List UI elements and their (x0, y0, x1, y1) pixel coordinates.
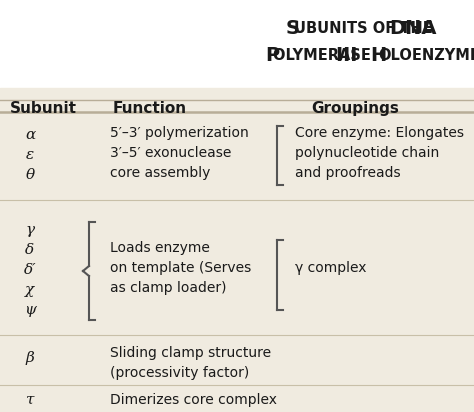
Text: Function: Function (113, 101, 187, 115)
Text: UBUNITS OF THE: UBUNITS OF THE (294, 21, 438, 35)
Text: θ: θ (26, 168, 35, 182)
Text: Sliding clamp structure: Sliding clamp structure (110, 346, 271, 360)
Text: ε: ε (26, 148, 34, 162)
Text: 3′–5′ exonuclease: 3′–5′ exonuclease (110, 146, 231, 160)
Text: τ: τ (26, 393, 34, 407)
Text: and proofreads: and proofreads (295, 166, 401, 180)
Text: Dimerizes core complex: Dimerizes core complex (110, 393, 277, 407)
Text: as clamp loader): as clamp loader) (110, 281, 227, 295)
Text: S: S (286, 19, 300, 37)
Text: ψ: ψ (24, 303, 36, 317)
Text: Loads enzyme: Loads enzyme (110, 241, 210, 255)
Bar (0, 0, 474, 88)
Text: (processivity factor): (processivity factor) (110, 366, 249, 380)
Text: Core enzyme: Elongates: Core enzyme: Elongates (295, 126, 464, 140)
Text: P: P (265, 45, 279, 65)
Text: on template (Serves: on template (Serves (110, 261, 251, 275)
Text: δ′: δ′ (24, 263, 36, 277)
Text: Subunit: Subunit (10, 101, 77, 115)
Text: Groupings: Groupings (311, 101, 399, 115)
Text: core assembly: core assembly (110, 166, 210, 180)
Text: OLOENZYME: OLOENZYME (378, 47, 474, 63)
Text: III: III (337, 45, 365, 65)
Text: 5′–3′ polymerization: 5′–3′ polymerization (110, 126, 249, 140)
Text: β: β (26, 351, 35, 365)
Text: DNA: DNA (389, 19, 437, 37)
Text: γ: γ (26, 223, 35, 237)
Text: H: H (370, 45, 386, 65)
Text: polynucleotide chain: polynucleotide chain (295, 146, 439, 160)
Bar (0, 88, 474, 412)
Text: OLYMERASE: OLYMERASE (273, 47, 376, 63)
Text: δ: δ (26, 243, 35, 257)
Text: γ complex: γ complex (295, 261, 366, 275)
Text: χ: χ (26, 283, 35, 297)
Text: α: α (25, 128, 35, 142)
